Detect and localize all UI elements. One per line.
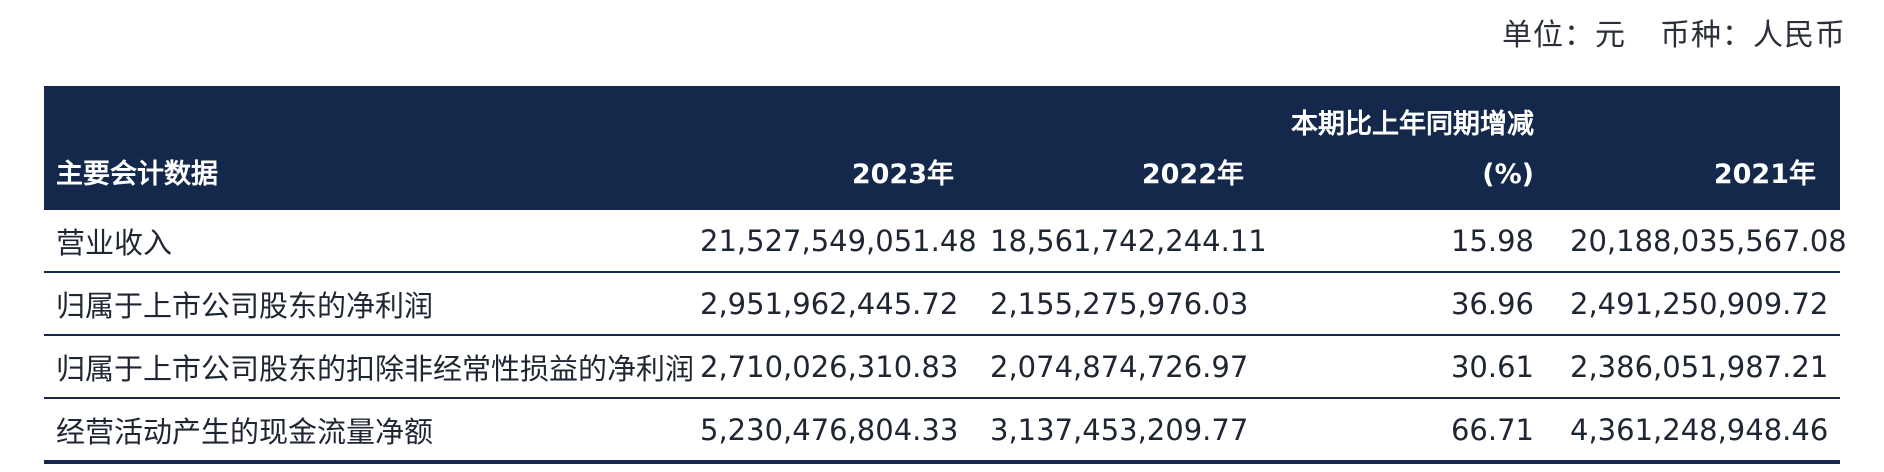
value-2021: 2,491,250,909.72 (1558, 272, 1840, 336)
value-2023: 5,230,476,804.33 (688, 398, 978, 464)
currency-label: 币种：人民币 (1660, 18, 1846, 53)
value-2022: 18,561,742,244.11 (978, 210, 1268, 273)
value-yoy-change: 15.98 (1268, 210, 1558, 273)
value-2023: 2,710,026,310.83 (688, 335, 978, 399)
value-2022: 2,074,874,726.97 (978, 335, 1268, 399)
value-2021: 2,386,051,987.21 (1558, 335, 1840, 399)
table-row: 归属于上市公司股东的扣除非经常性损益的净利润 2,710,026,310.83 … (44, 335, 1840, 399)
row-label: 归属于上市公司股东的扣除非经常性损益的净利润 (44, 335, 694, 399)
value-yoy-change: 30.61 (1268, 335, 1558, 399)
row-label: 营业收入 (44, 210, 688, 273)
row-label: 归属于上市公司股东的净利润 (44, 272, 688, 336)
value-2022: 2,155,275,976.03 (978, 272, 1268, 336)
value-2021: 4,361,248,948.46 (1558, 398, 1840, 464)
table-row: 归属于上市公司股东的净利润 2,951,962,445.72 2,155,275… (44, 272, 1840, 336)
table-row: 营业收入 21,527,549,051.48 18,561,742,244.11… (44, 210, 1847, 273)
header-yoy-change-text: 本期比上年同期增减 (1291, 109, 1534, 140)
value-yoy-change: 66.71 (1268, 398, 1558, 464)
header-yoy-change: 本期比上年同期增减 (%) (1268, 86, 1558, 210)
header-2023: 2023年 (851, 159, 954, 190)
unit-label: 单位：元 (1502, 18, 1626, 53)
header-yoy-change-unit: (%) (1482, 159, 1534, 190)
unit-currency-note: 单位：元 币种：人民币 (1502, 10, 1846, 54)
value-2022: 3,137,453,209.77 (978, 398, 1268, 464)
value-2021: 20,188,035,567.08 (1558, 210, 1847, 273)
row-label: 经营活动产生的现金流量净额 (44, 398, 688, 464)
value-2023: 21,527,549,051.48 (688, 210, 978, 273)
header-2022: 2022年 (1141, 159, 1244, 190)
value-2023: 2,951,962,445.72 (688, 272, 978, 336)
header-2021: 2021年 (1713, 159, 1816, 190)
key-accounting-data-table: 主要会计数据 2023年 2022年 本期比上年同期增减 (%) 2021年 营… (44, 86, 1847, 464)
value-yoy-change: 36.96 (1268, 272, 1558, 336)
table-header-row: 主要会计数据 2023年 2022年 本期比上年同期增减 (%) 2021年 (44, 86, 1840, 210)
header-main-data: 主要会计数据 (56, 159, 218, 190)
table-row: 经营活动产生的现金流量净额 5,230,476,804.33 3,137,453… (44, 398, 1840, 464)
